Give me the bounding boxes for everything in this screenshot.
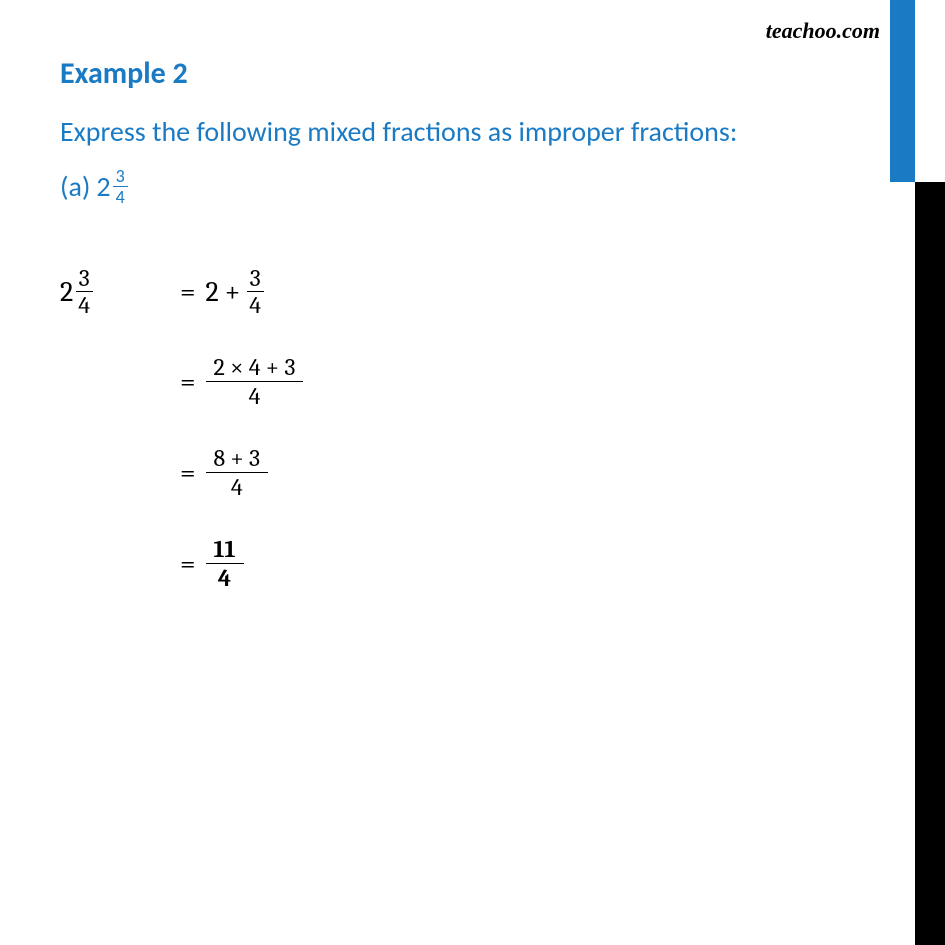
step4-den: 4: [210, 564, 239, 590]
side-decoration: [890, 0, 945, 945]
step2-den: 4: [241, 382, 269, 408]
mixed-den: 4: [113, 187, 128, 206]
mixed-fraction: 2 3 4: [96, 167, 127, 206]
step1-plus: +: [225, 276, 241, 308]
equals-3: =: [180, 457, 196, 489]
example-title: Example 2: [60, 55, 875, 92]
step-3: = 8 + 3 4: [60, 446, 875, 499]
step3-frac: 8 + 3 4: [206, 446, 269, 499]
step-1: 2 3 4 = 2 + 3 4: [60, 266, 875, 317]
mixed-whole: 2: [96, 169, 110, 204]
part-label: (a): [60, 169, 90, 204]
equals-4: =: [180, 548, 196, 580]
step2-frac: 2 × 4 + 3 4: [206, 355, 304, 408]
solution: 2 3 4 = 2 + 3 4 = 2 × 4 + 3 4: [60, 266, 875, 590]
side-blue-bar: [890, 0, 915, 182]
step1-rfrac: 3 4: [246, 266, 264, 317]
question-text: Express the following mixed fractions as…: [60, 114, 875, 149]
equals-2: =: [180, 366, 196, 398]
step1-lnum: 3: [76, 266, 93, 292]
part-a: (a) 2 3 4: [60, 167, 875, 206]
step1-lden: 4: [75, 292, 93, 317]
step4-num: 11: [206, 537, 244, 564]
mixed-frac: 3 4: [113, 167, 128, 206]
step3-num: 8 + 3: [206, 446, 269, 473]
step1-rden: 4: [246, 292, 264, 317]
step-4: = 11 4: [60, 537, 875, 590]
watermark: teachoo.com: [766, 18, 880, 44]
side-black-bar: [915, 182, 945, 945]
step1-mixed: 2 3 4: [60, 266, 93, 317]
step1-lhs: 2 3 4: [60, 266, 170, 317]
step1-rnum: 3: [247, 266, 264, 292]
equals-1: =: [180, 276, 196, 308]
side-top: [915, 0, 945, 182]
step3-den: 4: [223, 473, 251, 499]
step1-whole: 2: [60, 276, 73, 308]
content-area: Example 2 Express the following mixed fr…: [0, 0, 945, 590]
step-2: = 2 × 4 + 3 4: [60, 355, 875, 408]
step2-num: 2 × 4 + 3: [206, 355, 304, 382]
step4-frac: 11 4: [206, 537, 244, 590]
step1-frac: 3 4: [75, 266, 93, 317]
step1-rhs-a: 2: [206, 276, 219, 308]
mixed-num: 3: [113, 167, 128, 187]
